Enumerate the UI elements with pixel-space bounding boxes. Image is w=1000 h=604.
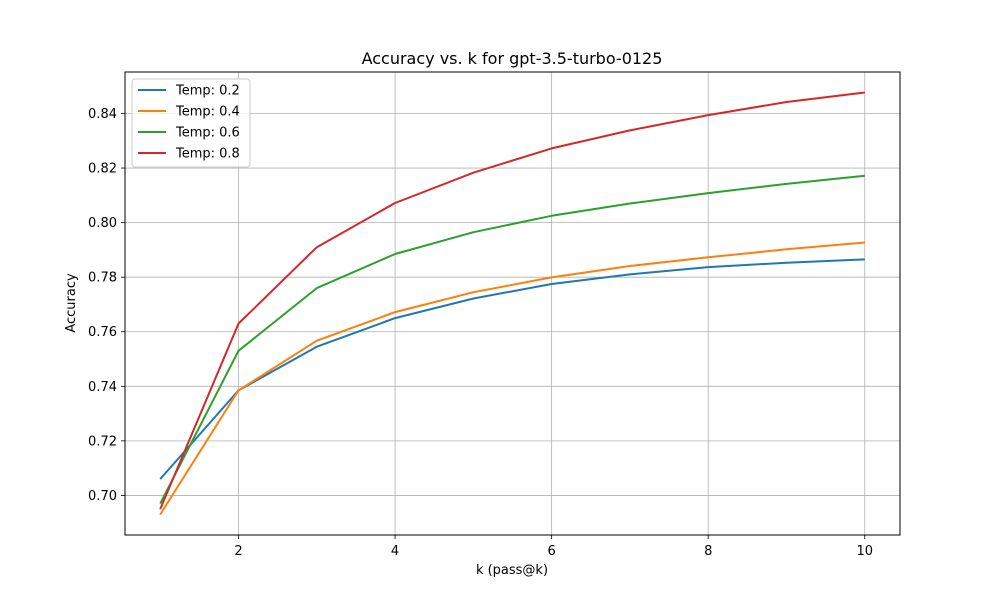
series-line-temp-0-8 [159,91,865,510]
y-tick-label: 0.78 [88,271,117,286]
y-tick-label: 0.80 [88,216,117,231]
series-line-temp-0-4 [159,241,865,516]
series-line-temp-0-6 [159,174,865,505]
legend-label: Temp: 0.8 [175,147,240,162]
x-tick-label: 4 [391,544,399,559]
x-axis-ticks: 2 4 6 8 10 [234,535,873,559]
series-line-temp-0-2 [159,258,865,480]
legend-box [131,78,251,168]
chart-title: Accuracy vs. k for gpt-3.5-turbo-0125 [362,49,663,68]
x-tick-label: 2 [234,544,242,559]
y-tick-label: 0.74 [88,380,117,395]
legend-label: Temp: 0.4 [175,105,240,120]
y-axis-label: Accuracy [64,273,79,333]
y-tick-label: 0.70 [88,489,117,504]
y-axis-ticks: 0.70 0.72 0.74 0.76 0.78 0.80 0.82 0.84 [88,107,125,504]
y-tick-label: 0.76 [88,325,117,340]
x-tick-label: 10 [856,544,873,559]
legend-label: Temp: 0.6 [175,126,240,141]
legend-label: Temp: 0.2 [175,84,240,99]
series-lines [159,91,865,516]
x-tick-label: 6 [548,544,556,559]
y-tick-label: 0.72 [88,434,117,449]
plot-frame [124,71,901,536]
y-tick-label: 0.82 [88,162,117,177]
x-axis-label: k (pass@k) [476,563,548,578]
legend: Temp: 0.2 Temp: 0.4 Temp: 0.6 Temp: 0.8 [131,78,251,168]
x-tick-label: 8 [704,544,712,559]
y-tick-label: 0.84 [88,107,117,122]
